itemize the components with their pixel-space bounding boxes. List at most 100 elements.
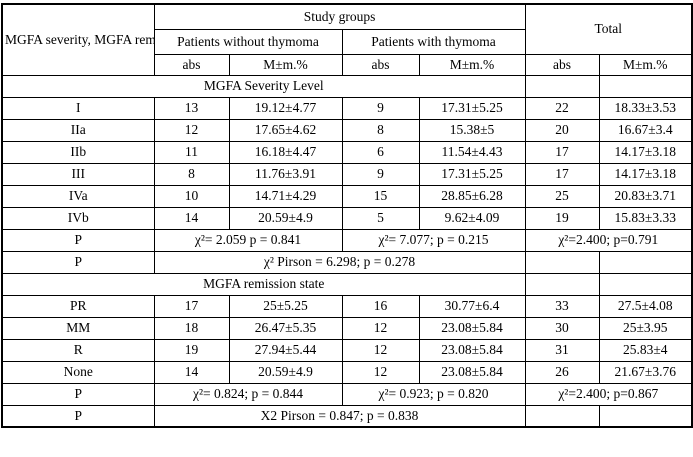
cell-mm-without: 20.59±4.9	[228, 206, 343, 230]
table-row-remission-None: None 14 20.59±4.9 12 23.08±5.84 26 21.67…	[1, 360, 693, 384]
p-chi-without: χ²= 2.059 p = 0.841	[153, 228, 343, 252]
header-group-with-thymoma: Patients with thymoma	[341, 28, 526, 55]
p-chi-without: χ²= 0.824; p = 0.844	[153, 382, 343, 406]
cell-abs-with: 9	[341, 96, 420, 120]
table-row-severity-IIa: IIa 12 17.65±4.62 8 15.38±5 20 16.67±3.4	[1, 118, 693, 142]
empty-cell	[598, 74, 693, 98]
p-row-label: P	[1, 404, 155, 428]
header-study-groups: Study groups	[153, 3, 526, 30]
p-chi-total: χ²=2.400; p=0.791	[524, 228, 693, 252]
cell-abs-total: 20	[524, 118, 600, 142]
row-label: IIb	[1, 140, 155, 164]
row-label: MM	[1, 316, 155, 340]
p-chi-with: χ²= 7.077; p = 0.215	[341, 228, 526, 252]
header-abs-with: abs	[341, 53, 420, 76]
cell-abs-with: 8	[341, 118, 420, 142]
header-mm-without: M±m.%	[228, 53, 343, 76]
empty-cell	[598, 404, 693, 428]
cell-mm-total: 14.17±3.18	[598, 162, 693, 186]
cell-mm-without: 26.47±5.35	[228, 316, 343, 340]
header-abs-total: abs	[524, 53, 600, 76]
section-row-severity: MGFA Severity Level	[1, 74, 693, 98]
cell-mm-with: 9.62±4.09	[418, 206, 526, 230]
cell-mm-total: 20.83±3.71	[598, 184, 693, 208]
cell-abs-total: 25	[524, 184, 600, 208]
cell-mm-total: 25.83±4	[598, 338, 693, 362]
p-pirson-value: χ² Pirson = 6.298; p = 0.278	[153, 250, 526, 274]
cell-abs-with: 9	[341, 162, 420, 186]
cell-abs-without: 14	[153, 206, 230, 230]
cell-mm-without: 16.18±4.47	[228, 140, 343, 164]
cell-mm-total: 27.5±4.08	[598, 294, 693, 318]
cell-mm-with: 23.08±5.84	[418, 316, 526, 340]
row-label: IVa	[1, 184, 155, 208]
cell-abs-total: 31	[524, 338, 600, 362]
cell-mm-total: 18.33±3.53	[598, 96, 693, 120]
p-chi-with: χ²= 0.923; p = 0.820	[341, 382, 526, 406]
cell-mm-without: 20.59±4.9	[228, 360, 343, 384]
empty-cell	[598, 250, 693, 274]
p-chi-total: χ²=2.400; p=0.867	[524, 382, 693, 406]
p-row-severity: P χ²= 2.059 p = 0.841 χ²= 7.077; p = 0.2…	[1, 228, 693, 252]
header-mm-with: M±m.%	[418, 53, 526, 76]
table-row-remission-R: R 19 27.94±5.44 12 23.08±5.84 31 25.83±4	[1, 338, 693, 362]
cell-mm-total: 16.67±3.4	[598, 118, 693, 142]
cell-mm-without: 19.12±4.77	[228, 96, 343, 120]
cell-abs-without: 14	[153, 360, 230, 384]
cell-abs-total: 30	[524, 316, 600, 340]
cell-mm-with: 30.77±6.4	[418, 294, 526, 318]
cell-mm-with: 23.08±5.84	[418, 360, 526, 384]
row-label: IIa	[1, 118, 155, 142]
cell-abs-without: 13	[153, 96, 230, 120]
section-row-remission: MGFA remission state	[1, 272, 693, 296]
header-group-without-thymoma: Patients without thymoma	[153, 28, 343, 55]
section-title-remission: MGFA remission state	[1, 272, 526, 296]
cell-abs-with: 12	[341, 338, 420, 362]
cell-mm-with: 11.54±4.43	[418, 140, 526, 164]
cell-mm-without: 14.71±4.29	[228, 184, 343, 208]
row-label: R	[1, 338, 155, 362]
cell-abs-total: 17	[524, 140, 600, 164]
empty-cell	[524, 250, 600, 274]
header-row-1: MGFA severity, MGFA remission state Stud…	[1, 3, 693, 76]
p-row-label: P	[1, 228, 155, 252]
cell-abs-total: 22	[524, 96, 600, 120]
row-label: PR	[1, 294, 155, 318]
section-title-severity: MGFA Severity Level	[1, 74, 526, 98]
header-total: Total	[524, 3, 693, 55]
table-row-severity-IVa: IVa 10 14.71±4.29 15 28.85±6.28 25 20.83…	[1, 184, 693, 208]
table-row-remission-MM: MM 18 26.47±5.35 12 23.08±5.84 30 25±3.9…	[1, 316, 693, 340]
cell-abs-without: 12	[153, 118, 230, 142]
row-label-header: MGFA severity, MGFA remission state	[1, 3, 155, 76]
cell-abs-without: 10	[153, 184, 230, 208]
empty-cell	[524, 74, 600, 98]
cell-abs-without: 11	[153, 140, 230, 164]
cell-mm-total: 15.83±3.33	[598, 206, 693, 230]
empty-cell	[524, 404, 600, 428]
table-row-severity-IIb: IIb 11 16.18±4.47 6 11.54±4.43 17 14.17±…	[1, 140, 693, 164]
cell-mm-without: 11.76±3.91	[228, 162, 343, 186]
row-label: IVb	[1, 206, 155, 230]
cell-abs-with: 12	[341, 316, 420, 340]
p-row-label: P	[1, 382, 155, 406]
cell-mm-total: 14.17±3.18	[598, 140, 693, 164]
cell-mm-with: 15.38±5	[418, 118, 526, 142]
header-row-2: Patients without thymoma Patients with t…	[2, 28, 692, 55]
table-row-severity-IVb: IVb 14 20.59±4.9 5 9.62±4.09 19 15.83±3.…	[1, 206, 693, 230]
cell-mm-total: 21.67±3.76	[598, 360, 693, 384]
cell-abs-without: 18	[153, 316, 230, 340]
cell-abs-with: 5	[341, 206, 420, 230]
empty-cell	[524, 272, 600, 296]
cell-abs-without: 8	[153, 162, 230, 186]
cell-mm-without: 27.94±5.44	[228, 338, 343, 362]
cell-mm-with: 23.08±5.84	[418, 338, 526, 362]
p-row-label: P	[1, 250, 155, 274]
cell-abs-total: 26	[524, 360, 600, 384]
cell-mm-with: 17.31±5.25	[418, 162, 526, 186]
cell-abs-with: 6	[341, 140, 420, 164]
empty-cell	[598, 272, 693, 296]
cell-abs-total: 33	[524, 294, 600, 318]
mgfa-statistics-table: MGFA severity, MGFA remission state Stud…	[1, 3, 693, 428]
p-row-remission: P χ²= 0.824; p = 0.844 χ²= 0.923; p = 0.…	[1, 382, 693, 406]
row-label: None	[1, 360, 155, 384]
